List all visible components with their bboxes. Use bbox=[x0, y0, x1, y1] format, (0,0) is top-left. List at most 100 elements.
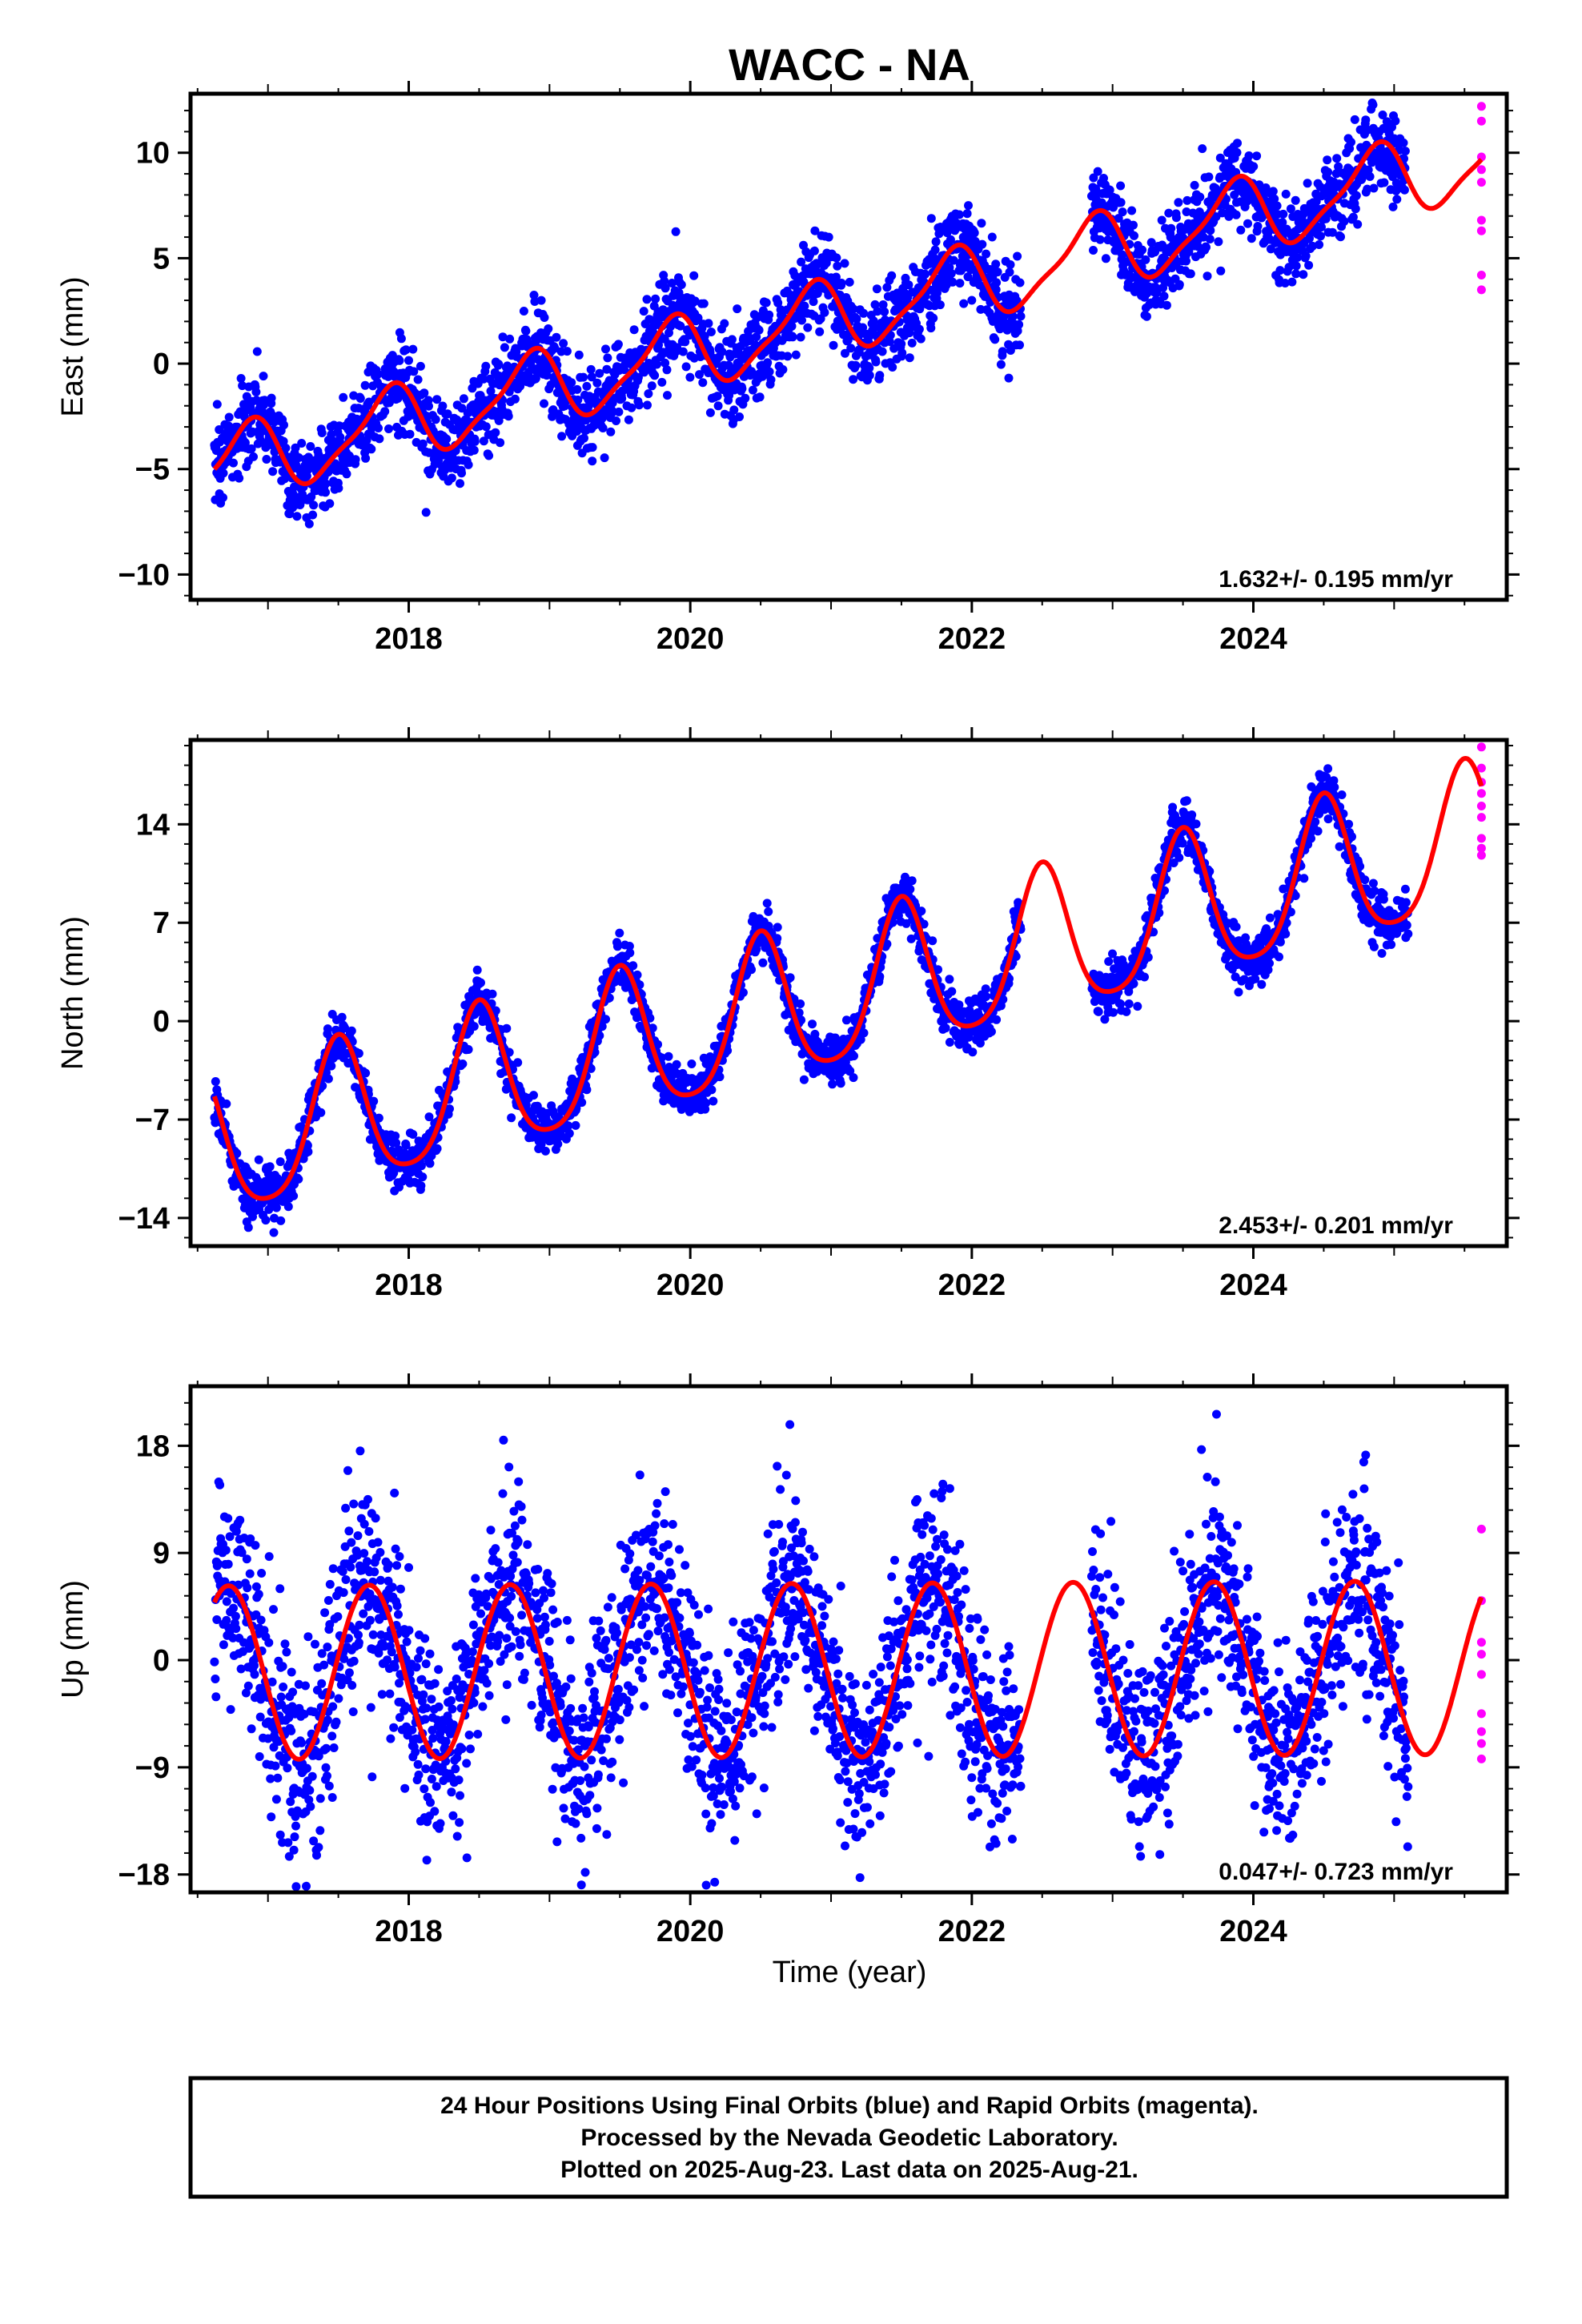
final-orbit-point bbox=[494, 416, 504, 425]
final-orbit-point bbox=[443, 409, 452, 419]
final-orbit-point bbox=[1252, 151, 1262, 161]
final-orbit-point bbox=[1104, 957, 1114, 967]
final-orbit-point bbox=[929, 313, 938, 323]
final-orbit-point bbox=[498, 332, 508, 342]
final-orbit-point bbox=[615, 928, 624, 938]
final-orbit-point bbox=[624, 415, 633, 424]
final-orbit-point bbox=[211, 1077, 220, 1086]
rapid-orbit-point bbox=[1476, 271, 1486, 279]
final-orbit-point bbox=[542, 371, 552, 380]
final-orbit-point bbox=[306, 442, 315, 451]
final-orbit-point bbox=[681, 362, 691, 372]
final-orbit-point bbox=[1323, 155, 1332, 165]
east-y-tick-label: 0 bbox=[153, 348, 170, 381]
final-orbit-point bbox=[982, 249, 991, 259]
final-orbit-point bbox=[420, 388, 429, 398]
final-orbit-point bbox=[530, 297, 540, 306]
final-orbit-point bbox=[799, 1075, 809, 1084]
final-orbit-point bbox=[464, 1045, 473, 1054]
final-orbit-point bbox=[519, 307, 528, 316]
final-orbit-point bbox=[249, 452, 258, 461]
final-orbit-point bbox=[996, 360, 1006, 369]
final-orbit-point bbox=[595, 368, 604, 378]
final-orbit-point bbox=[251, 388, 261, 396]
final-orbit-point bbox=[375, 434, 384, 444]
final-orbit-point bbox=[945, 1038, 954, 1047]
final-orbit-point bbox=[931, 237, 941, 247]
final-orbit-point bbox=[1399, 185, 1409, 195]
final-orbit-point bbox=[664, 1051, 673, 1061]
final-orbit-point bbox=[841, 1015, 851, 1025]
east-x-tick-label: 2022 bbox=[938, 622, 1006, 656]
final-orbit-point bbox=[1101, 254, 1110, 263]
final-orbit-point bbox=[729, 405, 739, 415]
final-orbit-point bbox=[748, 385, 757, 395]
final-orbit-point bbox=[644, 389, 653, 399]
final-orbit-point bbox=[1116, 198, 1126, 207]
final-orbit-point bbox=[219, 493, 227, 502]
final-orbit-point bbox=[662, 365, 672, 375]
final-orbit-point bbox=[796, 999, 805, 1008]
final-orbit-point bbox=[1093, 167, 1102, 176]
final-orbit-point bbox=[803, 323, 813, 332]
final-orbit-point bbox=[396, 334, 406, 344]
final-orbit-point bbox=[592, 378, 602, 388]
final-orbit-point bbox=[667, 279, 677, 287]
final-orbit-point bbox=[267, 393, 276, 403]
final-orbit-point bbox=[1315, 240, 1324, 249]
final-orbit-point bbox=[747, 965, 756, 975]
final-orbit-point bbox=[992, 278, 1002, 287]
final-orbit-point bbox=[809, 246, 819, 255]
final-orbit-point bbox=[1094, 1007, 1103, 1016]
east-y-tick-label: 5 bbox=[153, 242, 170, 275]
final-orbit-point bbox=[588, 443, 597, 452]
final-orbit-point bbox=[880, 307, 889, 316]
final-orbit-point bbox=[238, 381, 247, 391]
final-orbit-point bbox=[766, 375, 776, 384]
final-orbit-point bbox=[481, 422, 491, 432]
final-orbit-point bbox=[1190, 180, 1199, 190]
rapid-orbit-point bbox=[1476, 116, 1486, 126]
final-orbit-point bbox=[581, 416, 591, 425]
east-y-tick-label: 10 bbox=[136, 137, 170, 171]
final-orbit-point bbox=[1005, 267, 1014, 277]
final-orbit-point bbox=[294, 453, 303, 462]
final-orbit-point bbox=[540, 1146, 550, 1156]
final-orbit-point bbox=[905, 884, 915, 894]
final-orbit-point bbox=[574, 350, 584, 360]
final-orbit-point bbox=[432, 395, 442, 404]
final-orbit-point bbox=[502, 1023, 512, 1033]
final-orbit-point bbox=[457, 468, 466, 478]
final-orbit-point bbox=[1130, 231, 1138, 240]
final-orbit-point bbox=[335, 421, 344, 431]
final-orbit-point bbox=[418, 439, 428, 448]
final-orbit-point bbox=[529, 291, 539, 300]
final-orbit-point bbox=[1249, 162, 1259, 171]
final-orbit-point bbox=[572, 384, 582, 394]
final-orbit-point bbox=[1339, 217, 1349, 226]
final-orbit-point bbox=[778, 365, 788, 374]
final-orbit-point bbox=[416, 1181, 426, 1191]
final-orbit-point bbox=[785, 973, 795, 983]
east-rate-text: 1.632+/- 0.195 mm/yr bbox=[1219, 566, 1453, 593]
final-orbit-point bbox=[982, 991, 991, 1001]
final-orbit-point bbox=[849, 1051, 858, 1061]
final-orbit-point bbox=[470, 436, 480, 446]
final-orbit-point bbox=[628, 961, 638, 971]
final-orbit-point bbox=[1127, 206, 1137, 215]
final-orbit-point bbox=[1392, 195, 1402, 204]
final-orbit-point bbox=[425, 1159, 435, 1168]
final-orbit-point bbox=[260, 396, 269, 405]
final-orbit-point bbox=[321, 488, 330, 497]
final-orbit-point bbox=[959, 299, 969, 308]
rapid-orbit-point bbox=[1476, 165, 1486, 175]
final-orbit-point bbox=[360, 380, 370, 390]
final-orbit-point bbox=[977, 219, 986, 228]
final-orbit-point bbox=[991, 259, 1001, 269]
final-orbit-point bbox=[1243, 219, 1252, 228]
final-orbit-point bbox=[327, 1061, 336, 1071]
final-orbit-point bbox=[1122, 1007, 1131, 1016]
final-orbit-point bbox=[1353, 219, 1363, 229]
final-orbit-point bbox=[888, 363, 897, 372]
